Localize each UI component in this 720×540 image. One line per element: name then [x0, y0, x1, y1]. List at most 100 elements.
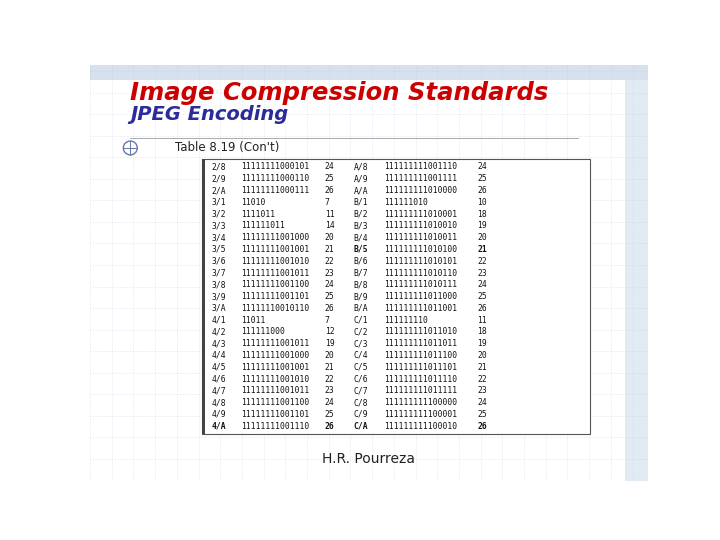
Text: 18: 18: [477, 327, 487, 336]
Text: A/8: A/8: [354, 163, 368, 171]
Text: B/3: B/3: [354, 221, 368, 231]
Text: 11111111001101: 11111111001101: [241, 410, 310, 419]
Text: 11111111000111: 11111111000111: [241, 186, 310, 195]
Text: 19: 19: [477, 221, 487, 231]
Text: 25: 25: [325, 292, 335, 301]
Text: 111111111010011: 111111111010011: [384, 233, 458, 242]
Text: 26: 26: [477, 422, 487, 431]
Text: 24: 24: [325, 280, 335, 289]
Text: 11111111001011: 11111111001011: [241, 339, 310, 348]
Text: 26: 26: [477, 304, 487, 313]
Text: 22: 22: [325, 256, 335, 266]
Text: 4/5: 4/5: [212, 363, 226, 372]
Text: 24: 24: [325, 398, 335, 407]
Text: 11111111001011: 11111111001011: [241, 268, 310, 278]
Text: 4/4: 4/4: [212, 351, 226, 360]
Text: Table 8.19 (Con't): Table 8.19 (Con't): [175, 141, 279, 154]
Text: 24: 24: [477, 280, 487, 289]
Text: 11111111001010: 11111111001010: [241, 256, 310, 266]
Text: 111111111010101: 111111111010101: [384, 256, 458, 266]
Text: 111111111011110: 111111111011110: [384, 375, 458, 383]
Text: 111111111011011: 111111111011011: [384, 339, 458, 348]
Text: 21: 21: [325, 363, 335, 372]
Text: 3/5: 3/5: [212, 245, 226, 254]
Text: 3/1: 3/1: [212, 198, 226, 207]
Text: 11111111001010: 11111111001010: [241, 375, 310, 383]
Text: 11111111001001: 11111111001001: [241, 245, 310, 254]
Text: 111111111010010: 111111111010010: [384, 221, 458, 231]
Text: B/5: B/5: [354, 245, 368, 254]
Text: 25: 25: [477, 410, 487, 419]
Text: 11111111000110: 11111111000110: [241, 174, 310, 183]
Text: B/4: B/4: [354, 233, 368, 242]
Text: B/9: B/9: [354, 292, 368, 301]
Text: 111111111011101: 111111111011101: [384, 363, 458, 372]
Text: 14: 14: [325, 221, 335, 231]
Text: 4/8: 4/8: [212, 398, 226, 407]
Text: 11111111001101: 11111111001101: [241, 292, 310, 301]
Text: 111111111100000: 111111111100000: [384, 398, 458, 407]
Text: C/9: C/9: [354, 410, 368, 419]
Text: JPEG Encoding: JPEG Encoding: [130, 105, 289, 124]
Text: 3/6: 3/6: [212, 256, 226, 266]
Text: 111111111010001: 111111111010001: [384, 210, 458, 219]
Text: 4/A: 4/A: [212, 422, 226, 431]
Text: 1111011: 1111011: [241, 210, 275, 219]
Text: 25: 25: [325, 174, 335, 183]
Text: 111111110: 111111110: [384, 316, 428, 325]
Text: H.R. Pourreza: H.R. Pourreza: [323, 452, 415, 466]
Text: 4/6: 4/6: [212, 375, 226, 383]
Text: 11: 11: [477, 316, 487, 325]
Text: C/1: C/1: [354, 316, 368, 325]
Text: 23: 23: [325, 386, 335, 395]
Text: 19: 19: [477, 339, 487, 348]
Text: 111111111100010: 111111111100010: [384, 422, 458, 431]
Text: 111111111001110: 111111111001110: [384, 163, 458, 171]
Text: 7: 7: [325, 316, 330, 325]
Text: 23: 23: [325, 268, 335, 278]
Text: 25: 25: [477, 292, 487, 301]
Text: 111111010: 111111010: [384, 198, 428, 207]
Text: 4/9: 4/9: [212, 410, 226, 419]
Text: 111111111010110: 111111111010110: [384, 268, 458, 278]
Text: 11111111001110: 11111111001110: [241, 422, 310, 431]
Text: 21: 21: [477, 245, 487, 254]
Text: 11111111000101: 11111111000101: [241, 163, 310, 171]
Text: 20: 20: [477, 351, 487, 360]
Text: 11111111001011: 11111111001011: [241, 386, 310, 395]
Text: B/7: B/7: [354, 268, 368, 278]
Text: 11111110010110: 11111110010110: [241, 304, 310, 313]
Text: 11111111001100: 11111111001100: [241, 398, 310, 407]
Text: 111111111100001: 111111111100001: [384, 410, 458, 419]
Text: 111111011: 111111011: [241, 221, 285, 231]
Text: 3/8: 3/8: [212, 280, 226, 289]
Text: 111111111010000: 111111111010000: [384, 186, 458, 195]
Text: 26: 26: [477, 186, 487, 195]
Bar: [90, 65, 648, 80]
Text: C/6: C/6: [354, 375, 368, 383]
Text: 24: 24: [477, 163, 487, 171]
Text: 23: 23: [477, 268, 487, 278]
Text: 4/2: 4/2: [212, 327, 226, 336]
Text: 3/4: 3/4: [212, 233, 226, 242]
Text: 26: 26: [325, 186, 335, 195]
Text: 3/A: 3/A: [212, 304, 226, 313]
Text: 11: 11: [325, 210, 335, 219]
Text: 22: 22: [477, 256, 487, 266]
Text: 2/9: 2/9: [212, 174, 226, 183]
Text: C/A: C/A: [354, 422, 368, 431]
Text: C/3: C/3: [354, 339, 368, 348]
Text: 11111111001000: 11111111001000: [241, 233, 310, 242]
Text: C/2: C/2: [354, 327, 368, 336]
Text: 2/A: 2/A: [212, 186, 226, 195]
Text: C/8: C/8: [354, 398, 368, 407]
Text: 4/1: 4/1: [212, 316, 226, 325]
Text: 111111000: 111111000: [241, 327, 285, 336]
Text: 26: 26: [325, 422, 335, 431]
Text: C/5: C/5: [354, 363, 368, 372]
Text: 4/3: 4/3: [212, 339, 226, 348]
Text: B/A: B/A: [354, 304, 368, 313]
Text: B/6: B/6: [354, 256, 368, 266]
Text: 21: 21: [325, 245, 335, 254]
Text: 3/9: 3/9: [212, 292, 226, 301]
